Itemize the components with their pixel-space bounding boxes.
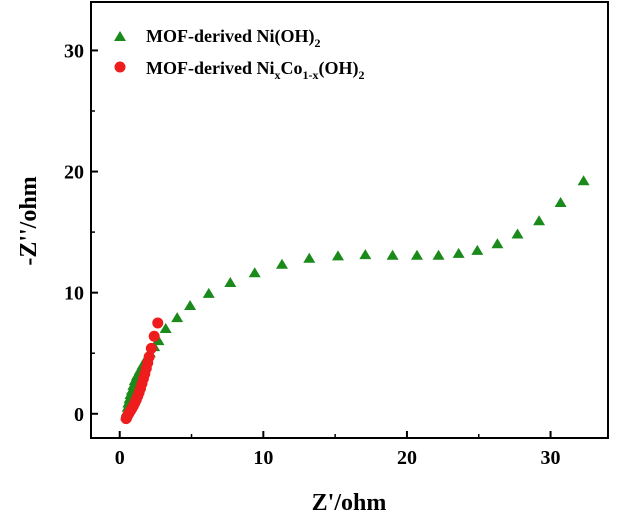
- data-point-triangle: [303, 252, 316, 263]
- legend-marker-circle: [114, 61, 126, 73]
- data-point-triangle: [471, 244, 484, 255]
- data-point-triangle: [577, 175, 590, 186]
- data-point-triangle: [554, 197, 567, 208]
- plot-frame: [90, 1, 609, 439]
- y-tick-label: 0: [74, 404, 84, 426]
- data-point-triangle: [171, 312, 184, 323]
- data-point-triangle: [159, 323, 172, 333]
- x-tick-label: 30: [541, 447, 561, 469]
- data-point-triangle: [248, 267, 261, 278]
- data-point-triangle: [491, 238, 504, 249]
- legend: MOF-derived Ni(OH)2 MOF-derived NixCo1-x…: [114, 26, 364, 82]
- legend-marker-triangle: [114, 31, 126, 41]
- legend-label-series-2: MOF-derived NixCo1-x(OH)2: [146, 58, 364, 82]
- data-point-circle: [148, 330, 160, 342]
- x-axis-ticks: 0 10 20 30: [115, 431, 561, 469]
- x-tick-label: 10: [253, 447, 273, 469]
- data-point-triangle: [511, 228, 524, 239]
- data-point-triangle: [202, 287, 215, 298]
- data-point-triangle: [533, 215, 546, 226]
- y-tick-label: 30: [64, 40, 84, 62]
- data-point-circle: [152, 317, 164, 329]
- data-point-triangle: [359, 249, 372, 260]
- data-point-triangle: [224, 276, 237, 287]
- x-tick-label: 20: [397, 447, 417, 469]
- data-point-triangle: [184, 299, 197, 310]
- data-marks: [120, 175, 590, 425]
- legend-label-series-1: MOF-derived Ni(OH)2: [146, 26, 320, 50]
- x-axis-title: Z'/ohm: [312, 490, 387, 516]
- data-point-circle: [143, 351, 155, 363]
- data-point-triangle: [452, 247, 465, 258]
- y-tick-label: 10: [64, 283, 84, 305]
- y-axis-ticks: 0 10 20 30: [64, 40, 98, 426]
- y-tick-label: 20: [64, 162, 84, 184]
- x-tick-label: 0: [115, 447, 125, 469]
- data-point-triangle: [332, 250, 345, 261]
- data-point-triangle: [410, 249, 423, 260]
- data-point-triangle: [432, 249, 445, 260]
- data-point-circle: [145, 342, 157, 354]
- data-point-triangle: [386, 249, 399, 260]
- data-point-triangle: [152, 335, 165, 346]
- y-axis-title: -Z''/ohm: [16, 176, 42, 265]
- data-point-triangle: [276, 258, 289, 269]
